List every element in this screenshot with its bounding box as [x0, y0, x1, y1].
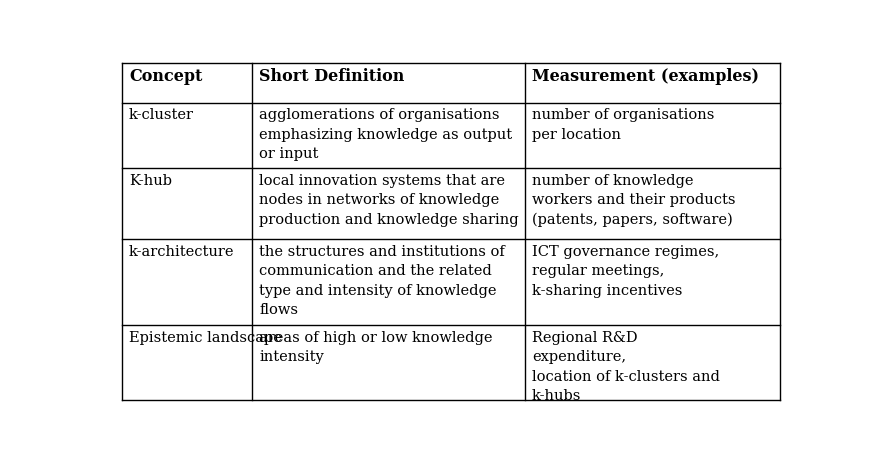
Text: Concept: Concept — [129, 68, 202, 85]
Text: agglomerations of organisations
emphasizing knowledge as output
or input: agglomerations of organisations emphasiz… — [260, 108, 512, 161]
Text: k-architecture: k-architecture — [129, 245, 235, 259]
Text: areas of high or low knowledge
intensity: areas of high or low knowledge intensity — [260, 331, 493, 364]
Text: k-cluster: k-cluster — [129, 108, 194, 122]
Text: number of organisations
per location: number of organisations per location — [532, 108, 715, 142]
Text: local innovation systems that are
nodes in networks of knowledge
production and : local innovation systems that are nodes … — [260, 174, 519, 227]
Text: Short Definition: Short Definition — [260, 68, 405, 85]
Text: Regional R&D
expenditure,
location of k-clusters and
k-hubs: Regional R&D expenditure, location of k-… — [532, 331, 720, 403]
Text: ICT governance regimes,
regular meetings,
k-sharing incentives: ICT governance regimes, regular meetings… — [532, 245, 719, 298]
Text: Epistemic landscape: Epistemic landscape — [129, 331, 282, 345]
Text: number of knowledge
workers and their products
(patents, papers, software): number of knowledge workers and their pr… — [532, 174, 736, 228]
Text: the structures and institutions of
communication and the related
type and intens: the structures and institutions of commu… — [260, 245, 505, 317]
Text: K-hub: K-hub — [129, 174, 172, 188]
Text: Measurement (examples): Measurement (examples) — [532, 68, 759, 85]
